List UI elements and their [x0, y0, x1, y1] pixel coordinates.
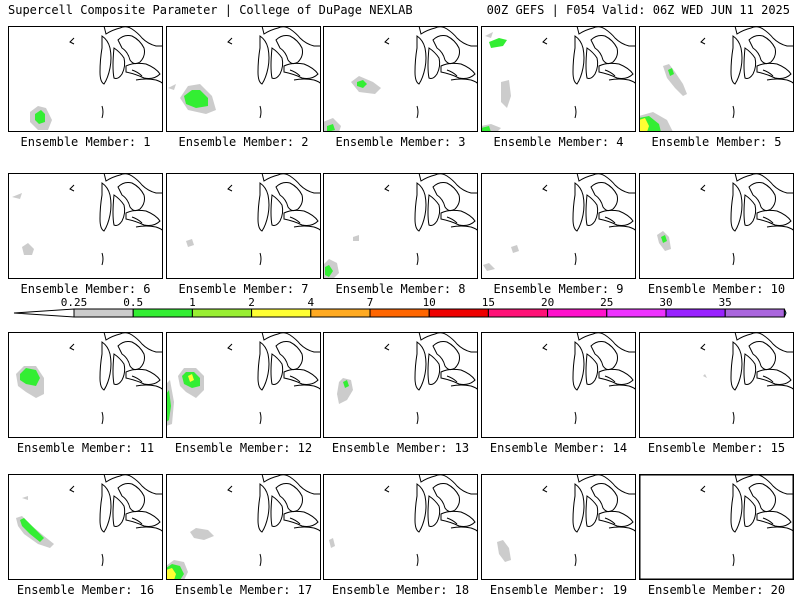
- legend-swatch: [369, 308, 430, 318]
- legend-swatch: [606, 308, 667, 318]
- map-plot: [323, 173, 478, 279]
- legend-swatch: [665, 308, 726, 318]
- member-label: Ensemble Member: 7: [178, 282, 309, 296]
- map-plot: [639, 332, 794, 438]
- map-plot: [8, 173, 163, 279]
- member-label: Ensemble Member: 20: [647, 583, 786, 597]
- legend-tick-label: 30: [659, 296, 673, 309]
- color-legend: [13, 308, 787, 318]
- ensemble-member-panel: Ensemble Member: 14: [481, 332, 636, 455]
- member-label: Ensemble Member: 17: [174, 583, 313, 597]
- map-plot: [323, 26, 478, 132]
- legend-tick-label: 25: [600, 296, 614, 309]
- legend-tick-label: 1: [189, 296, 196, 309]
- map-plot: [166, 173, 321, 279]
- member-label: Ensemble Member: 1: [20, 135, 151, 149]
- map-plot: [481, 26, 636, 132]
- legend-swatch: [487, 308, 549, 318]
- ensemble-member-panel: Ensemble Member: 10: [639, 173, 794, 296]
- member-label: Ensemble Member: 8: [335, 282, 466, 296]
- legend-high-arrow: [783, 308, 787, 318]
- ensemble-member-panel: Ensemble Member: 16: [8, 474, 163, 597]
- member-label: Ensemble Member: 9: [493, 282, 624, 296]
- ensemble-member-panel: Ensemble Member: 19: [481, 474, 636, 597]
- model-run-info: 00Z GEFS | F054 Valid: 06Z WED JUN 11 20…: [486, 3, 790, 17]
- map-plot: [8, 26, 163, 132]
- legend-tick-label: 0.25: [60, 296, 88, 309]
- map-plot: [166, 474, 321, 580]
- member-label: Ensemble Member: 4: [493, 135, 624, 149]
- legend-tick-label: 0.5: [123, 296, 144, 309]
- member-label: Ensemble Member: 13: [331, 441, 470, 455]
- ensemble-member-panel: Ensemble Member: 1: [8, 26, 163, 149]
- ensemble-member-panel: Ensemble Member: 18: [323, 474, 478, 597]
- member-label: Ensemble Member: 12: [174, 441, 313, 455]
- member-label: Ensemble Member: 5: [651, 135, 782, 149]
- legend-swatch: [547, 308, 608, 318]
- ensemble-member-panel: Ensemble Member: 17: [166, 474, 321, 597]
- legend-tick-label: 10: [422, 296, 436, 309]
- map-title: Supercell Composite Parameter | College …: [8, 3, 413, 17]
- map-plot: [481, 474, 636, 580]
- map-plot: [8, 474, 163, 580]
- ensemble-member-panel: Ensemble Member: 12: [166, 332, 321, 455]
- ensemble-member-panel: Ensemble Member: 2: [166, 26, 321, 149]
- member-label: Ensemble Member: 3: [335, 135, 466, 149]
- map-plot: [8, 332, 163, 438]
- ensemble-member-panel: Ensemble Member: 20: [639, 474, 794, 597]
- map-plot: [481, 332, 636, 438]
- member-label: Ensemble Member: 18: [331, 583, 470, 597]
- member-label: Ensemble Member: 15: [647, 441, 786, 455]
- legend-swatch: [724, 308, 785, 318]
- legend-swatch: [73, 308, 134, 318]
- member-label: Ensemble Member: 14: [489, 441, 628, 455]
- map-plot: [166, 332, 321, 438]
- legend-tick-label: 35: [718, 296, 732, 309]
- member-label: Ensemble Member: 16: [16, 583, 155, 597]
- legend-swatch: [132, 308, 193, 318]
- member-label: Ensemble Member: 11: [16, 441, 155, 455]
- ensemble-member-panel: Ensemble Member: 5: [639, 26, 794, 149]
- ensemble-member-panel: Ensemble Member: 7: [166, 173, 321, 296]
- legend-swatch: [251, 308, 312, 318]
- legend-tick-label: 4: [307, 296, 315, 309]
- map-plot: [481, 173, 636, 279]
- map-plot: [639, 173, 794, 279]
- member-label: Ensemble Member: 2: [178, 135, 309, 149]
- map-plot: [323, 332, 478, 438]
- member-label: Ensemble Member: 6: [20, 282, 151, 296]
- ensemble-member-panel: Ensemble Member: 9: [481, 173, 636, 296]
- ensemble-member-panel: Ensemble Member: 13: [323, 332, 478, 455]
- ensemble-member-panel: Ensemble Member: 6: [8, 173, 163, 296]
- map-plot: [166, 26, 321, 132]
- legend-swatch: [191, 308, 253, 318]
- member-label: Ensemble Member: 10: [647, 282, 786, 296]
- ensemble-member-panel: Ensemble Member: 4: [481, 26, 636, 149]
- map-plot: [639, 26, 794, 132]
- ensemble-member-panel: Ensemble Member: 3: [323, 26, 478, 149]
- legend-swatch: [428, 308, 489, 318]
- member-label: Ensemble Member: 19: [489, 583, 628, 597]
- ensemble-member-panel: Ensemble Member: 15: [639, 332, 794, 455]
- legend-tick-label: 2: [248, 296, 255, 309]
- legend-tick-label: 15: [481, 296, 496, 309]
- legend-low-arrow: [13, 308, 75, 318]
- map-plot: [323, 474, 478, 580]
- legend-swatch: [310, 308, 371, 318]
- ensemble-member-panel: Ensemble Member: 11: [8, 332, 163, 455]
- legend-tick-label: 7: [366, 296, 374, 309]
- map-plot: [639, 474, 794, 580]
- legend-tick-label: 20: [540, 296, 555, 309]
- ensemble-member-panel: Ensemble Member: 8: [323, 173, 478, 296]
